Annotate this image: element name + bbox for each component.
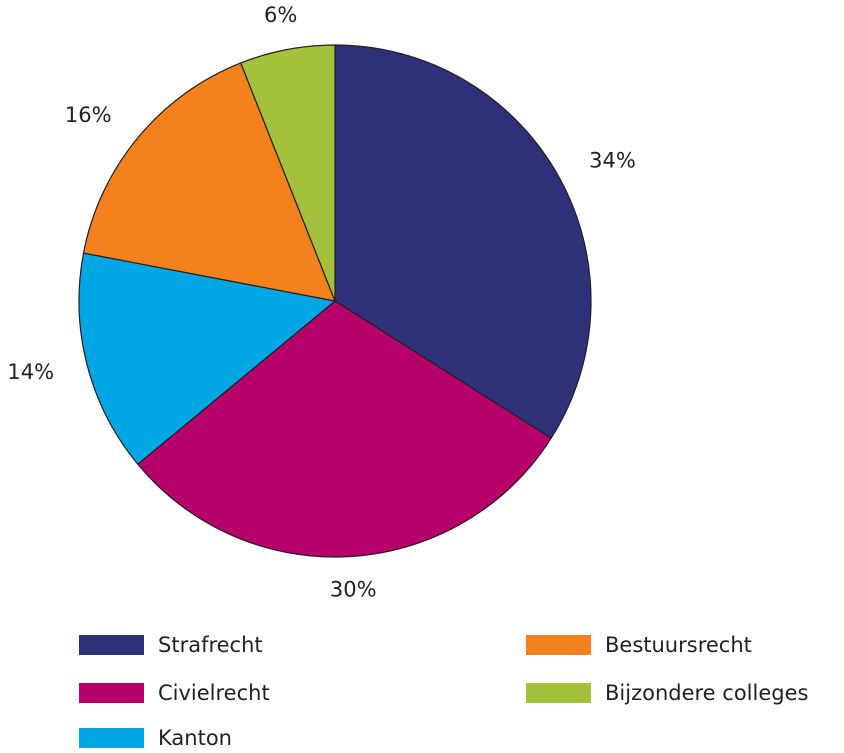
slice-label-bijzondere-colleges: 6% <box>264 3 297 27</box>
legend-swatch-bestuursrecht <box>526 635 591 655</box>
legend-swatch-strafrecht <box>79 635 144 655</box>
legend-label-bestuursrecht: Bestuursrecht <box>605 633 752 657</box>
pie-slice-kanton <box>78 252 336 465</box>
pie-chart: 34% 30% 14% 16% 6% <box>7 3 636 601</box>
pie-slice-bijzondere-colleges <box>240 44 336 302</box>
legend-item-civielrecht: Civielrecht <box>79 678 270 708</box>
legend-label-strafrecht: Strafrecht <box>158 633 263 657</box>
legend-label-bijzondere-colleges: Bijzondere colleges <box>605 681 809 705</box>
legend-swatch-bijzondere-colleges <box>526 683 591 703</box>
slice-label-kanton: 14% <box>7 360 54 384</box>
legend-item-strafrecht: Strafrecht <box>79 630 263 660</box>
slice-label-bestuursrecht: 16% <box>65 103 112 127</box>
pie-slice-strafrecht <box>334 44 592 439</box>
legend-swatch-kanton <box>79 728 144 748</box>
legend-item-bestuursrecht: Bestuursrecht <box>526 630 752 660</box>
slice-label-civielrecht: 30% <box>330 577 377 601</box>
pie-slice-civielrecht <box>137 300 552 558</box>
slice-label-strafrecht: 34% <box>589 148 636 172</box>
legend-item-bijzondere-colleges: Bijzondere colleges <box>526 678 808 708</box>
pie-slice-bestuursrecht <box>82 62 336 302</box>
legend-label-civielrecht: Civielrecht <box>158 681 270 705</box>
legend-swatch-civielrecht <box>79 683 144 703</box>
legend-label-kanton: Kanton <box>158 726 232 750</box>
legend-item-kanton: Kanton <box>79 723 232 753</box>
